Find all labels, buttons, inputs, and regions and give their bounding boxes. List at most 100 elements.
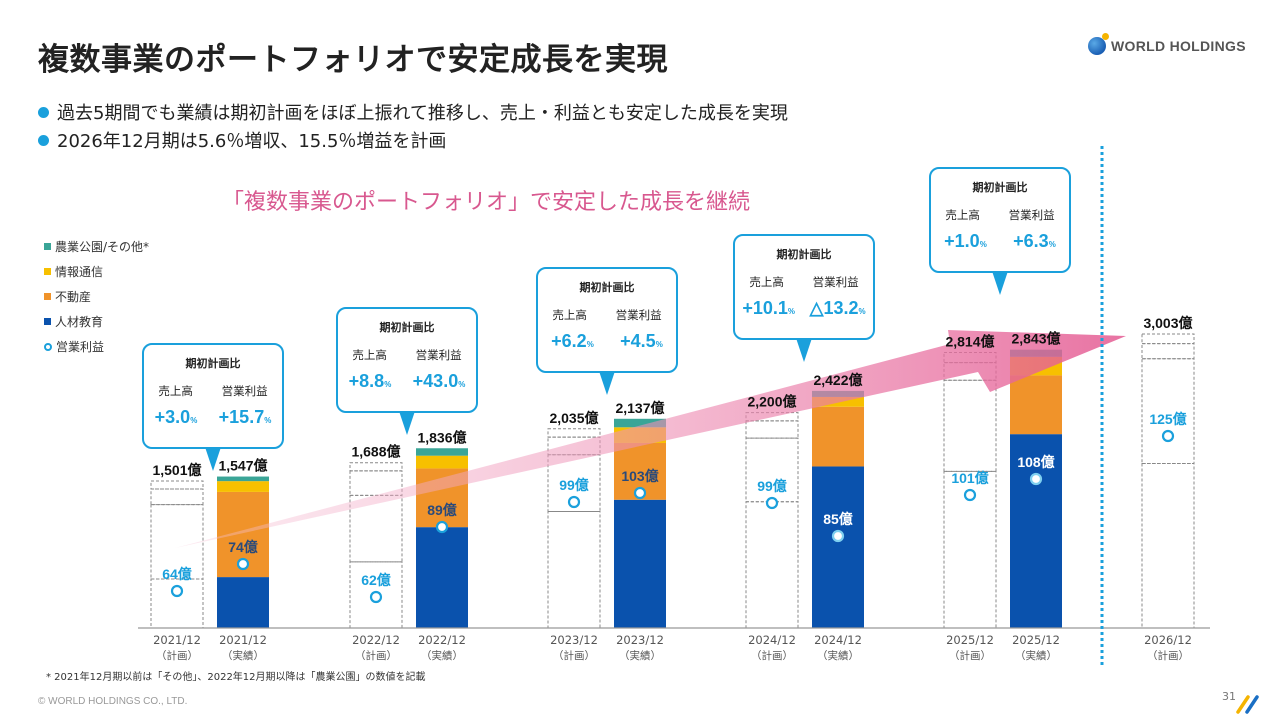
- plan-bar-segment: [1141, 358, 1195, 465]
- callout-profit-value: +15.7%: [218, 407, 272, 427]
- callout-revenue-value: +8.8%: [348, 371, 392, 391]
- operating-profit-label: 62億: [361, 572, 391, 588]
- plan-bar-segment: [150, 480, 204, 490]
- x-tick-kind: （実績）: [421, 649, 463, 662]
- legend-swatch-icon: [44, 318, 51, 325]
- bullet-dot-icon: [38, 134, 49, 146]
- operating-profit-marker: [831, 529, 845, 543]
- globe-logo-icon: [1088, 33, 1109, 55]
- plan-bar-segment: [150, 504, 204, 580]
- operating-profit-marker: [1161, 429, 1175, 443]
- legend-ring-icon: [44, 342, 52, 351]
- operating-profit-label: 64億: [162, 566, 192, 582]
- x-tick-kind: （実績）: [619, 649, 661, 662]
- callout-col-revenue: 売上高: [352, 348, 387, 362]
- operating-profit-marker: [1029, 472, 1043, 486]
- callout-pointer-icon: [599, 371, 615, 395]
- legend-swatch-icon: [44, 293, 51, 300]
- x-tick-year: 2021/12: [219, 633, 267, 647]
- actual-bar-segment: [1010, 434, 1062, 628]
- callout-col-profit: 営業利益: [812, 275, 859, 289]
- x-tick-kind: （計画）: [355, 649, 397, 662]
- revenue-total-label: 2,843億: [1011, 331, 1060, 347]
- actual-bar-segment: [1010, 375, 1062, 435]
- plan-bar-segment: [547, 428, 601, 438]
- chart-subtitle: 「複数事業のポートフォリオ」で安定した成長を継続: [222, 190, 751, 215]
- callout-heading: 期初計画比: [972, 181, 1028, 194]
- plan-comparison-callout: 期初計画比 売上高 営業利益 +3.0% +15.7%: [142, 343, 284, 471]
- operating-profit-label: 85億: [823, 511, 853, 527]
- x-tick-kind: （計画）: [751, 649, 793, 662]
- operating-profit-marker: [633, 486, 647, 500]
- actual-bar-segment: [416, 455, 468, 469]
- plan-bar-segment: [349, 462, 403, 472]
- callout-pointer-icon: [992, 271, 1008, 295]
- revenue-total-label: 3,003億: [1143, 315, 1192, 331]
- legend-item-hr-education: 人材教育: [44, 309, 149, 334]
- callout-heading: 期初計画比: [579, 281, 635, 294]
- revenue-total-label: 2,035億: [549, 410, 598, 426]
- operating-profit-label: 99億: [757, 478, 787, 494]
- x-tick-kind: （計画）: [1147, 649, 1189, 662]
- x-tick-kind: （実績）: [817, 649, 859, 662]
- revenue-total-label: 1,547億: [218, 458, 267, 474]
- callout-revenue-value: +3.0%: [154, 407, 198, 427]
- callout-profit-value: △13.2%: [809, 298, 866, 318]
- callout-profit-value: +4.5%: [620, 331, 663, 351]
- bullet-item: 過去5期間でも業績は期初計画をほぼ上振れて推移し、売上・利益とも安定した成長を実…: [38, 98, 788, 126]
- callout-col-revenue: 売上高: [749, 275, 784, 289]
- plan-comparison-callout: 期初計画比 売上高 営業利益 +8.8% +43.0%: [336, 307, 478, 435]
- callout-col-revenue: 売上高: [945, 208, 980, 222]
- actual-bar-segment: [614, 499, 666, 628]
- operating-profit-marker: [369, 590, 383, 604]
- bullet-text: 過去5期間でも業績は期初計画をほぼ上振れて推移し、売上・利益とも安定した成長を実…: [57, 103, 788, 124]
- operating-profit-marker: [765, 496, 779, 510]
- x-tick-year: 2023/12: [616, 633, 664, 647]
- callout-pointer-icon: [399, 411, 415, 435]
- actual-bar-segment: [416, 527, 468, 628]
- legend-item-agri: 農業公園/その他*: [44, 234, 149, 259]
- revenue-total-label: 1,688億: [351, 444, 400, 460]
- plan-comparison-callout: 期初計画比売上高 営業利益 +10.1% △13.2%: [733, 234, 875, 362]
- x-tick-year: 2022/12: [352, 633, 400, 647]
- operating-profit-marker: [236, 557, 250, 571]
- plan-bar-segment: [745, 501, 799, 629]
- growth-arrow: [175, 330, 1126, 548]
- operating-profit-marker: [567, 495, 581, 509]
- operating-profit-label: 125億: [1149, 411, 1186, 427]
- callout-revenue-value: +10.1%: [742, 298, 795, 318]
- actual-bar-segment: [614, 418, 666, 428]
- legend-item-realestate: 不動産: [44, 284, 149, 309]
- revenue-total-label: 2,422億: [813, 372, 862, 388]
- x-tick-year: 2025/12: [1012, 633, 1060, 647]
- operating-profit-label: 74億: [228, 539, 258, 555]
- legend-label: 不動産: [55, 290, 92, 304]
- copyright: © WORLD HOLDINGS CO., LTD.: [38, 696, 188, 707]
- x-tick-kind: （実績）: [222, 649, 264, 662]
- plan-comparison-callout: 期初計画比 売上高 営業利益 +6.2% +4.5%: [536, 267, 678, 395]
- actual-bar-segment: [416, 448, 468, 456]
- actual-bar-segment: [217, 481, 269, 492]
- revenue-total-label: 2,200億: [747, 394, 796, 410]
- legend-label: 農業公園/その他*: [55, 240, 150, 254]
- callout-heading: 期初計画比: [379, 321, 435, 334]
- actual-bar-segment: [812, 466, 864, 628]
- plan-bar-segment: [943, 470, 997, 629]
- x-tick-kind: （計画）: [156, 649, 198, 662]
- plan-bar-segment: [1141, 463, 1195, 629]
- operating-profit-label: 103億: [621, 468, 658, 484]
- x-tick-year: 2024/12: [748, 633, 796, 647]
- operating-profit-label: 101億: [951, 470, 988, 486]
- page-number: 31: [1222, 690, 1236, 703]
- chart-legend: 農業公園/その他* 情報通信 不動産 人材教育 営業利益: [44, 234, 149, 359]
- callout-heading: 期初計画比: [776, 248, 832, 261]
- callout-col-profit: 営業利益: [615, 308, 662, 322]
- legend-swatch-icon: [44, 243, 51, 250]
- x-tick-year: 2023/12: [550, 633, 598, 647]
- callout-col-revenue: 売上高: [552, 308, 587, 322]
- callout-col-revenue: 売上高: [158, 384, 193, 398]
- plan-bar-segment: [349, 561, 403, 629]
- callout-col-profit: 営業利益: [221, 384, 268, 398]
- bullet-dot-icon: [38, 106, 49, 118]
